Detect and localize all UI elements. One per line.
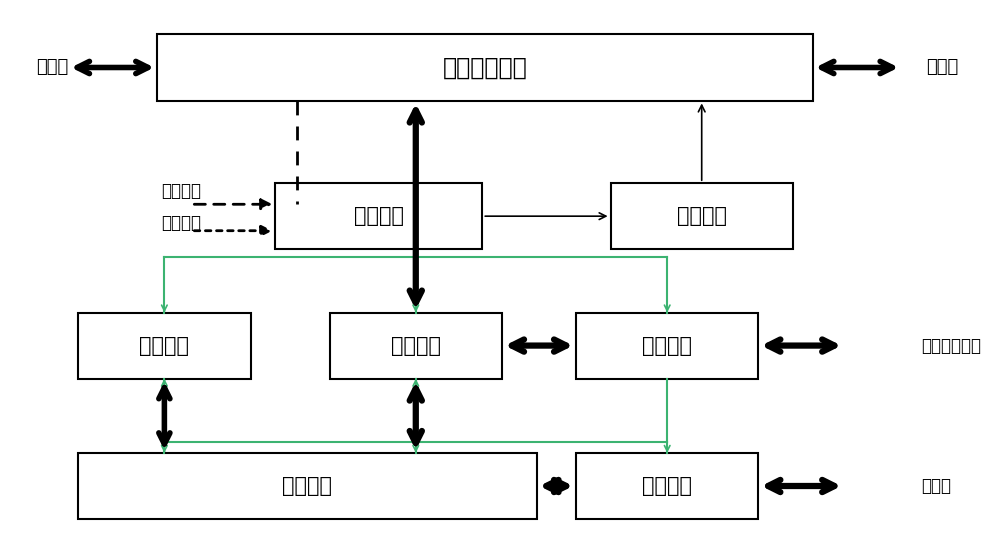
- Text: 通信模块: 通信模块: [642, 476, 692, 496]
- FancyBboxPatch shape: [78, 453, 537, 519]
- Text: 有线通信模块: 有线通信模块: [442, 55, 527, 79]
- Text: 同步模块: 同步模块: [354, 206, 404, 226]
- Text: 控制模块: 控制模块: [282, 476, 332, 496]
- Text: 传输线: 传输线: [36, 58, 68, 76]
- Text: 传输线: 传输线: [926, 58, 958, 76]
- Text: 多道信号输入: 多道信号输入: [921, 337, 981, 354]
- FancyBboxPatch shape: [576, 312, 758, 378]
- FancyBboxPatch shape: [157, 35, 813, 101]
- FancyBboxPatch shape: [78, 312, 251, 378]
- FancyBboxPatch shape: [576, 453, 758, 519]
- Text: 信号调理: 信号调理: [642, 335, 692, 356]
- Text: 有线同步: 有线同步: [161, 182, 201, 200]
- FancyBboxPatch shape: [275, 183, 482, 249]
- FancyBboxPatch shape: [330, 312, 502, 378]
- Text: 其他同步: 其他同步: [161, 214, 201, 233]
- Text: 电源模块: 电源模块: [677, 206, 727, 226]
- Text: 存储模块: 存储模块: [139, 335, 189, 356]
- Text: 信号采集: 信号采集: [391, 335, 441, 356]
- FancyBboxPatch shape: [611, 183, 793, 249]
- Text: 主控站: 主控站: [921, 477, 951, 495]
